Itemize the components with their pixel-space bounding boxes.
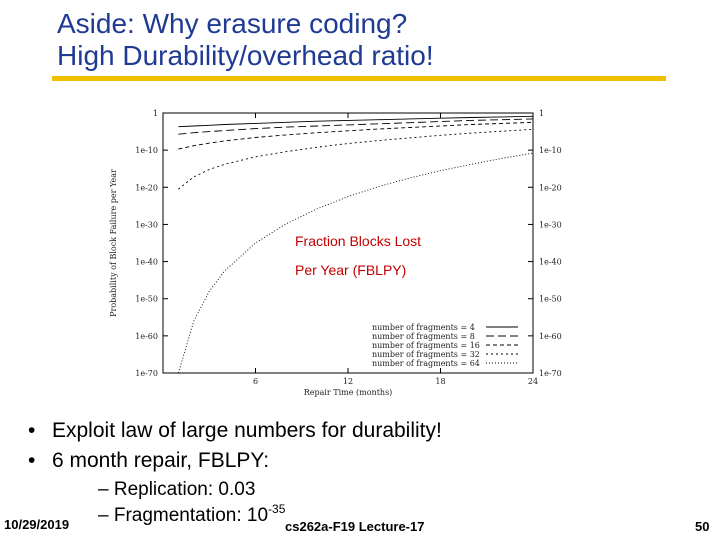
x-tick-label: 18 xyxy=(435,377,445,386)
series-line xyxy=(178,121,534,150)
y-tick-label-left: 1e-30 xyxy=(135,220,158,229)
series-line xyxy=(178,115,534,128)
x-tick-label: 12 xyxy=(343,377,353,386)
series-line xyxy=(178,128,534,190)
y-tick-label-right: 1 xyxy=(539,109,544,118)
footer-lecture: cs262a-F19 Lecture-17 xyxy=(285,519,425,534)
y-tick-label-right: 1e-70 xyxy=(539,369,562,378)
sub-bullet-fragmentation: – Fragmentation: 10-35 xyxy=(98,503,285,529)
x-axis-label: Repair Time (months) xyxy=(304,388,393,397)
title-underline xyxy=(52,76,666,81)
y-tick-label-left: 1 xyxy=(153,109,158,118)
footer-date: 10/29/2019 xyxy=(4,517,70,532)
title-line-1: Aside: Why erasure coding? xyxy=(57,8,408,39)
y-tick-label-left: 1e-40 xyxy=(135,258,158,267)
y-tick-label-left: 1e-60 xyxy=(135,332,158,341)
legend-label: number of fragments = 4 xyxy=(372,323,475,332)
durability-chart: 1 1 1e-10 1e-10 1e-20 1e-20 1e-30 1e-30 1e-40 1e-… xyxy=(109,109,562,397)
footer-page-number: 50 xyxy=(695,519,710,534)
legend-label: number of fragments = 16 xyxy=(372,341,480,350)
bullet-list: • Exploit law of large numbers for durabi… xyxy=(28,416,442,476)
bullet-text: Exploit law of large numbers for durabil… xyxy=(52,419,442,442)
x-tick-label: 24 xyxy=(528,377,538,386)
slide-title: Aside: Why erasure coding? High Durabili… xyxy=(57,8,434,72)
legend-label: number of fragments = 32 xyxy=(372,350,480,359)
y-tick-label-left: 1e-70 xyxy=(135,369,158,378)
y-axis-label: Probability of Block Failure per Year xyxy=(109,169,118,317)
y-tick-label-right: 1e-10 xyxy=(539,146,562,155)
series-line xyxy=(178,118,534,135)
fblpy-annotation-line-1: Fraction Blocks Lost xyxy=(295,233,421,249)
bullet-text: 6 month repair, FBLPY: xyxy=(52,449,270,472)
y-tick-label-left: 1e-10 xyxy=(135,146,158,155)
y-tick-label-right: 1e-50 xyxy=(539,295,562,304)
title-line-2: High Durability/overhead ratio! xyxy=(57,40,434,71)
legend-label: number of fragments = 8 xyxy=(372,332,475,341)
sub-bullet-list: – Replication: 0.03 – Fragmentation: 10-… xyxy=(98,477,285,529)
fblpy-annotation-line-2: Per Year (FBLPY) xyxy=(295,262,406,278)
legend-label: number of fragments = 64 xyxy=(372,359,480,368)
sub-bullet-replication: – Replication: 0.03 xyxy=(98,479,256,500)
bullet-item: • Exploit law of large numbers for durabi… xyxy=(28,419,442,442)
fragmentation-text: – Fragmentation: 10 xyxy=(98,505,269,526)
y-tick-label-right: 1e-60 xyxy=(539,332,562,341)
y-tick-label-left: 1e-50 xyxy=(135,295,158,304)
bullet-item: • 6 month repair, FBLPY: xyxy=(28,449,270,472)
y-tick-label-left: 1e-20 xyxy=(135,183,158,192)
y-tick-label-right: 1e-30 xyxy=(539,220,562,229)
x-tick-label: 6 xyxy=(253,377,258,386)
fragmentation-exponent: -35 xyxy=(268,502,286,516)
y-tick-label-right: 1e-20 xyxy=(539,183,562,192)
y-tick-label-right: 1e-40 xyxy=(539,258,562,267)
